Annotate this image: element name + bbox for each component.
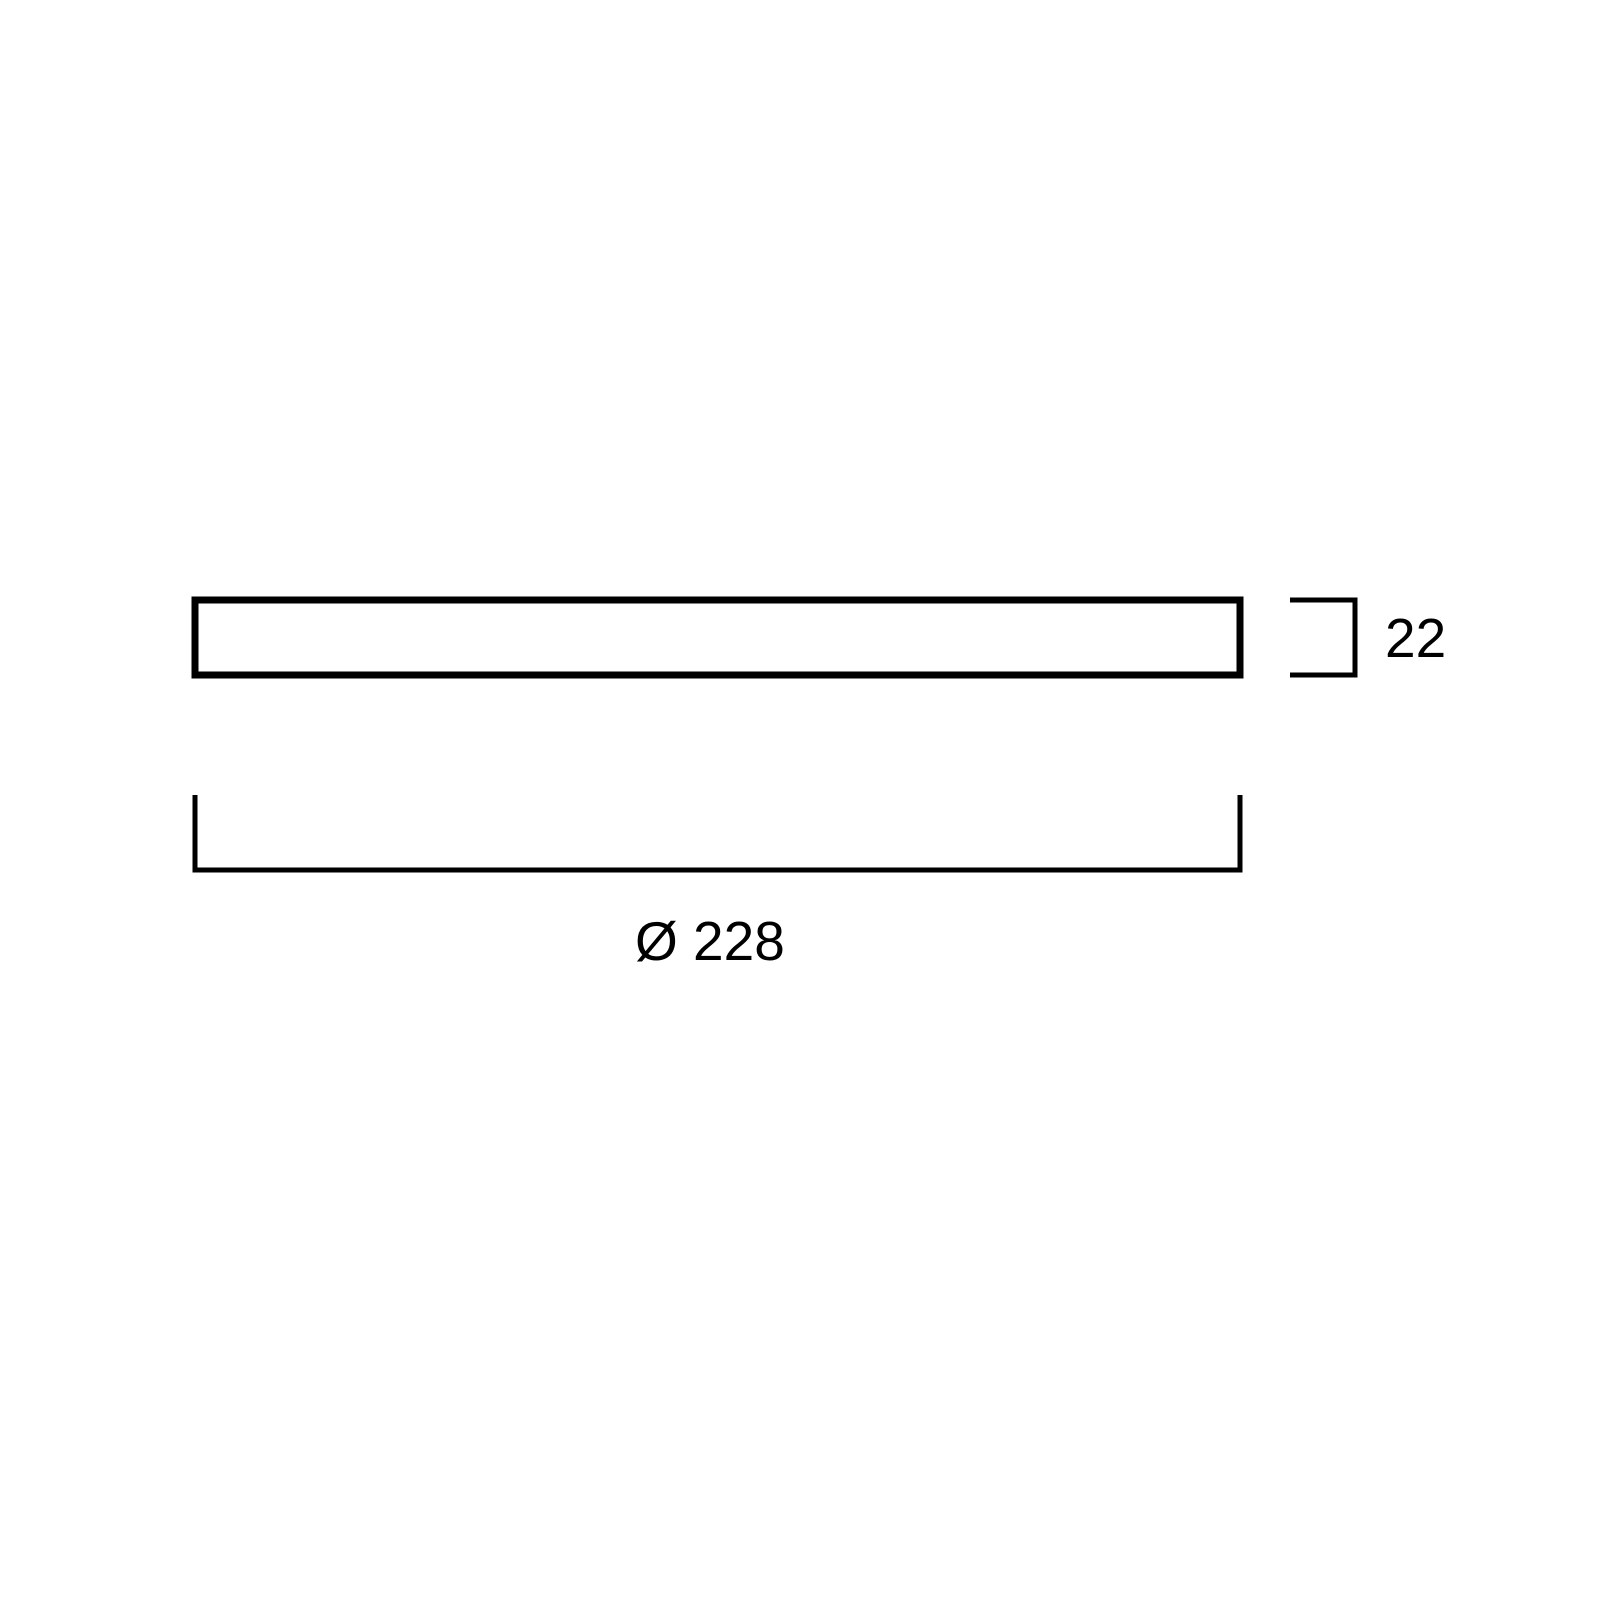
technical-drawing: 22 Ø 228 xyxy=(0,0,1600,1600)
height-dimension-bracket xyxy=(1290,600,1355,675)
width-dimension-label: Ø 228 xyxy=(635,910,785,972)
profile-rect xyxy=(195,600,1240,675)
height-dimension-label: 22 xyxy=(1385,607,1446,669)
width-dimension-bracket xyxy=(195,795,1240,870)
